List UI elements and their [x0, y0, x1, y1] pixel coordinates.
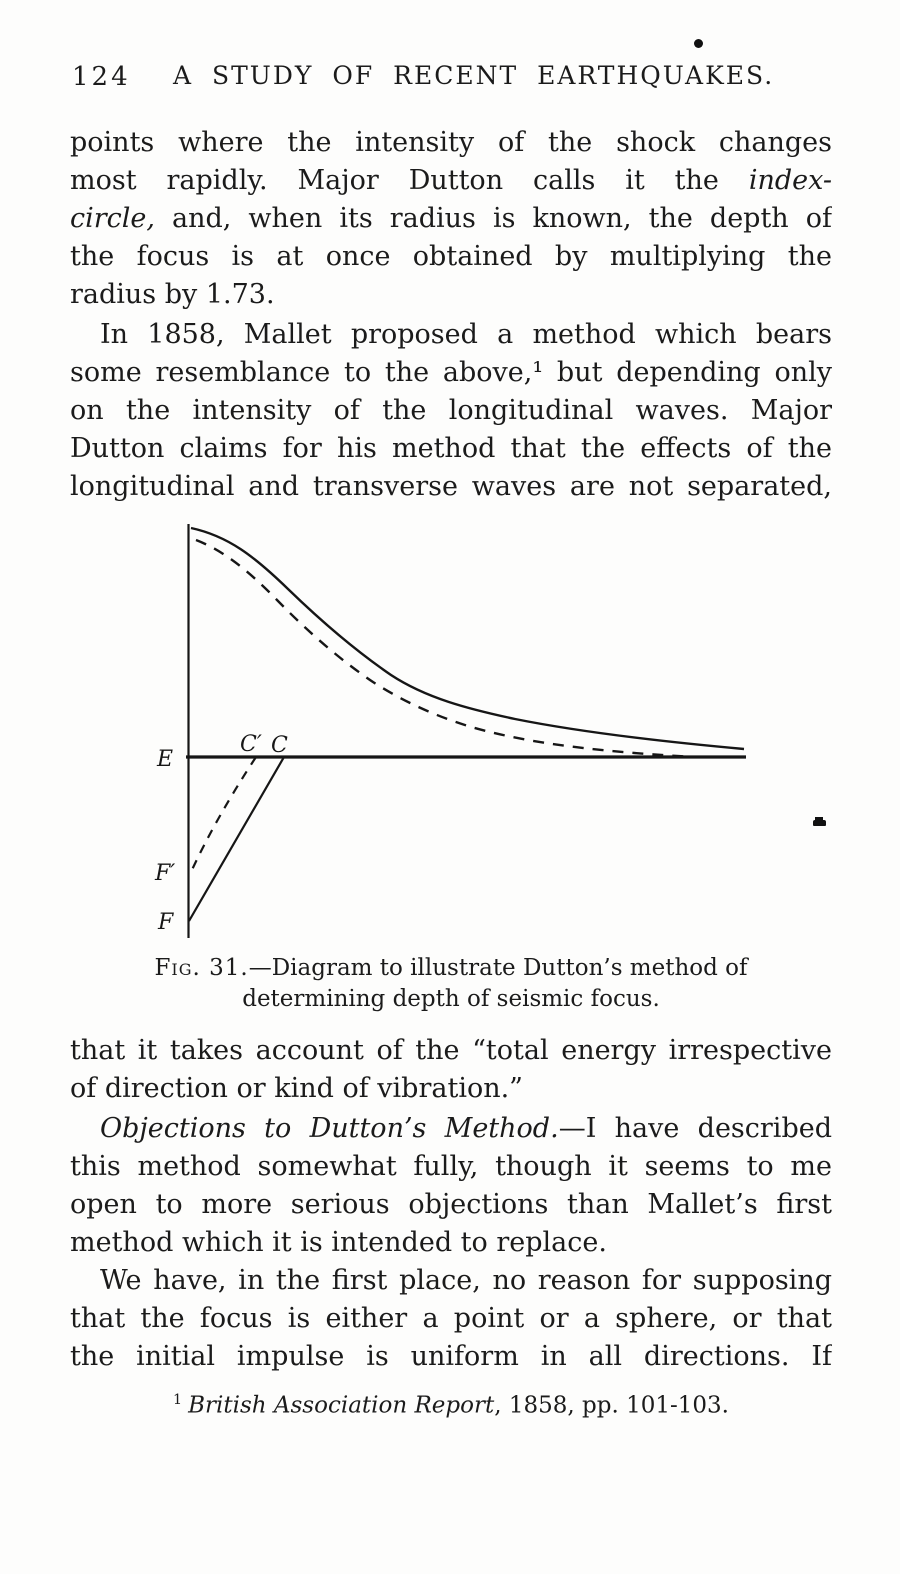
label-F: F [157, 910, 174, 935]
text-line: circle, and, when its radius is known, t… [70, 200, 832, 238]
paragraph-1: points where the intensity of the shock … [70, 124, 832, 314]
text-run: on the intensity of the longitudinal wav… [70, 395, 832, 426]
text-line: Objections to Dutton’s Method.—I have de… [70, 1110, 832, 1148]
caption-line-1: Fig. 31.—Diagram to illustrate Dutton’s … [70, 953, 832, 984]
text-line: this method somewhat fully, though it se… [70, 1148, 832, 1186]
text-run: that it takes account of the “total ener… [70, 1035, 832, 1066]
text-run: —I have described [558, 1113, 832, 1144]
text-run: open to more serious objections than Mal… [70, 1189, 832, 1220]
text-run: and, when its radius is known, the depth… [154, 203, 832, 234]
label-E: E [156, 747, 173, 772]
text-line: open to more serious objections than Mal… [70, 1186, 832, 1224]
text-line: the initial impulse is uniform in all di… [70, 1338, 832, 1376]
label-C: C [271, 733, 288, 758]
footnote-source: British Association Report [188, 1392, 495, 1419]
text-run: We have, in the first place, no reason f… [100, 1265, 832, 1296]
running-head: A STUDY OF RECENT EARTHQUAKES. [173, 61, 775, 90]
text-run: points where the intensity of the shock … [70, 127, 832, 158]
text-line: method which it is intended to replace. [70, 1224, 832, 1262]
dashed-ray-Cprime-Fprime [190, 756, 257, 873]
text-run: some resemblance to the above,¹ but depe… [70, 357, 832, 388]
text-line: longitudinal and transverse waves are no… [70, 468, 832, 506]
text-run: radius by 1.73. [70, 279, 275, 310]
text-line: We have, in the first place, no reason f… [70, 1262, 832, 1300]
seismic-focus-diagram: E C′ C F′ F [154, 524, 746, 938]
text-run: method which it is intended to replace. [70, 1227, 607, 1258]
paragraph-2: In 1858, Mallet proposed a method which … [70, 316, 832, 506]
caption-line-2: determining depth of seismic focus. [242, 986, 660, 1012]
footnote-marker: 1 [173, 1392, 183, 1408]
text-line: some resemblance to the above,¹ but depe… [70, 354, 832, 392]
solid-intensity-curve [190, 526, 745, 751]
paragraph-3: that it takes account of the “total ener… [70, 1032, 832, 1108]
text-line: on the intensity of the longitudinal wav… [70, 392, 832, 430]
text-line: that it takes account of the “total ener… [70, 1032, 832, 1070]
text-run-italic: index- [748, 165, 832, 196]
page-header: 124 A STUDY OF RECENT EARTHQUAKES. [70, 58, 832, 98]
footnote: 1 British Association Report, 1858, pp. 1… [70, 1384, 832, 1422]
text-line: the focus is at once obtained by multipl… [70, 238, 832, 276]
text-line: points where the intensity of the shock … [70, 124, 832, 162]
solid-ray-C-F [188, 756, 285, 922]
page-number: 124 [72, 62, 131, 92]
text-run: this method somewhat fully, though it se… [70, 1151, 832, 1182]
text-run-italic: Objections to Dutton’s Method. [100, 1113, 559, 1144]
text-run: Dutton claims for his method that the ef… [70, 433, 832, 464]
text-run: the initial impulse is uniform in all di… [70, 1341, 832, 1372]
text-line: of direction or kind of vibration.” [70, 1070, 832, 1108]
ink-dot-artifact [694, 39, 703, 48]
figure-31: E C′ C F′ F [148, 512, 770, 944]
paragraph-5: We have, in the first place, no reason f… [70, 1262, 832, 1376]
text-run: In 1858, Mallet proposed a method which … [100, 319, 832, 350]
scan-smudge-artifact [813, 817, 826, 826]
paragraph-4: Objections to Dutton’s Method.—I have de… [70, 1110, 832, 1262]
text-line: most rapidly. Major Dutton calls it the … [70, 162, 832, 200]
text-run-italic: circle, [70, 203, 155, 234]
text-line: radius by 1.73. [70, 276, 832, 314]
text-line: that the focus is either a point or a sp… [70, 1300, 832, 1338]
text-run: of direction or kind of vibration.” [70, 1073, 523, 1104]
text-run: the focus is at once obtained by multipl… [70, 241, 832, 272]
text-run: that the focus is either a point or a sp… [70, 1303, 832, 1334]
text-run: longitudinal and transverse waves are no… [70, 471, 832, 502]
footnote-rest: , 1858, pp. 101-103. [494, 1392, 729, 1419]
figure-caption: Fig. 31.—Diagram to illustrate Dutton’s … [70, 953, 832, 1015]
text-run: —Diagram to illustrate Dutton’s method o… [248, 955, 748, 981]
fig-number: Fig. 31. [154, 955, 249, 981]
text-line: In 1858, Mallet proposed a method which … [70, 316, 832, 354]
text-run: most rapidly. Major Dutton calls it the [70, 165, 749, 196]
label-F-prime: F′ [154, 861, 175, 886]
text-line: Dutton claims for his method that the ef… [70, 430, 832, 468]
label-C-prime: C′ [240, 732, 262, 757]
